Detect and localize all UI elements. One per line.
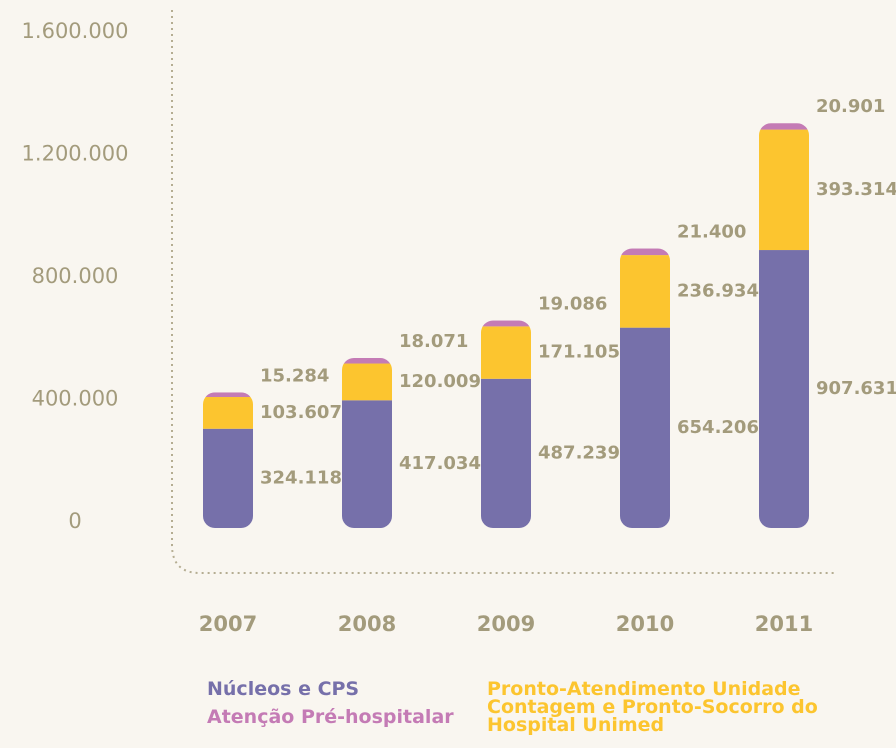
value-label: 21.400	[677, 222, 746, 243]
bar-stack	[342, 357, 392, 528]
bar-segment	[203, 397, 253, 429]
bar-stack	[481, 320, 531, 528]
bar-segment	[620, 248, 670, 256]
y-tick-label: 0	[68, 509, 81, 533]
x-tick-label: 2011	[755, 612, 813, 636]
value-label: 324.118	[260, 467, 342, 488]
value-label: 907.631	[816, 378, 896, 399]
bar-stack	[203, 392, 253, 528]
y-tick-label: 400.000	[32, 387, 119, 411]
value-label: 654.206	[677, 417, 759, 438]
bar-segment	[342, 400, 392, 528]
bar-segment	[203, 428, 253, 528]
legend-item: Núcleos e CPS	[207, 678, 360, 700]
value-label: 19.086	[538, 294, 607, 315]
legend-item: Pronto-Atendimento Unidade Contagem e Pr…	[487, 678, 818, 736]
y-tick-label: 1.600.000	[22, 19, 129, 43]
x-tick-label: 2010	[616, 612, 674, 636]
bar-segment	[759, 123, 809, 130]
bar-segment	[620, 255, 670, 328]
value-label: 393.314	[816, 179, 896, 200]
bar-stack	[620, 248, 670, 528]
value-label: 103.607	[260, 402, 342, 423]
x-tick-label: 2009	[477, 612, 535, 636]
y-tick-label: 1.200.000	[22, 142, 129, 166]
bar-segment	[759, 129, 809, 251]
bar-segment	[481, 378, 531, 528]
bar-stack	[759, 123, 809, 528]
value-label: 417.034	[399, 453, 481, 474]
value-label: 171.105	[538, 342, 620, 363]
bar-segment	[620, 327, 670, 528]
value-label: 236.934	[677, 280, 759, 301]
bar-segment	[203, 392, 253, 398]
bar-segment	[481, 326, 531, 379]
y-tick-label: 800.000	[32, 264, 119, 288]
value-label: 15.284	[260, 365, 329, 386]
value-label: 120.009	[399, 371, 481, 392]
bar-segment	[342, 357, 392, 364]
bar-segment	[481, 320, 531, 327]
bar-segment	[342, 363, 392, 401]
value-label: 487.239	[538, 442, 620, 463]
value-label: 18.071	[399, 331, 468, 352]
bar-segment	[759, 250, 809, 528]
axis-frame	[171, 10, 835, 574]
x-tick-label: 2007	[199, 612, 257, 636]
value-label: 20.901	[816, 96, 885, 117]
legend-item: Atenção Pré-hospitalar	[207, 706, 454, 728]
x-tick-label: 2008	[338, 612, 396, 636]
